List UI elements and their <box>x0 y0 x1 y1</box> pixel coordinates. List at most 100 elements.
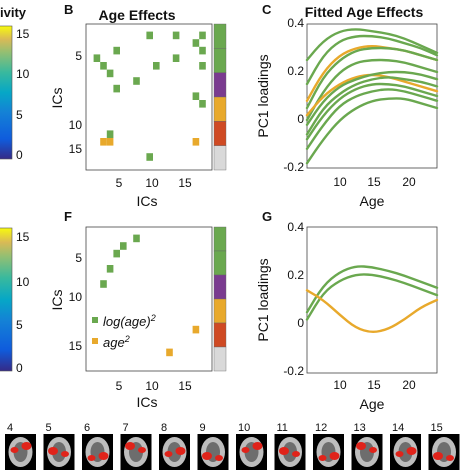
activation-blob <box>446 455 454 461</box>
y-tick: -0.2 <box>283 364 304 378</box>
heatmap-cell-orange <box>100 138 107 146</box>
y-axis-label: PC1 loadings <box>255 54 271 137</box>
x-axis-label: ICs <box>137 193 158 209</box>
series-line-green <box>305 70 439 126</box>
x-tick: 5 <box>116 379 123 393</box>
activation-blob <box>125 442 135 450</box>
heatmap-cell-orange <box>166 348 173 357</box>
activation-blob <box>61 451 69 457</box>
colorbar-tick: 15 <box>16 230 30 244</box>
y-tick: 5 <box>75 251 82 265</box>
colorbar-tick: 0 <box>16 148 23 162</box>
activation-blob <box>21 442 32 450</box>
brain-label: 7 <box>123 422 129 434</box>
colorbar-tick: 0 <box>16 361 23 375</box>
x-axis-label: Age <box>360 193 385 209</box>
brain-slice-inner <box>398 442 413 462</box>
y-tick: 15 <box>69 339 83 353</box>
heatmap-cell-green <box>133 234 140 243</box>
activation-blob <box>279 447 289 455</box>
x-axis-label: Age <box>360 396 385 412</box>
panel-title: Fitted Age Effects <box>305 4 424 20</box>
brain-label: 6 <box>84 422 90 434</box>
legend: log(age)2 age2 <box>92 313 156 350</box>
activation-blob <box>98 452 109 460</box>
series-line-green <box>305 88 439 150</box>
colorbar-tick: 10 <box>16 275 30 289</box>
x-tick: 10 <box>145 379 159 393</box>
activation-blob <box>356 442 366 450</box>
side-bar-segment-red <box>213 121 227 146</box>
x-tick: 15 <box>178 379 192 393</box>
x-tick: 10 <box>145 176 159 190</box>
heatmap-cell-green <box>172 31 180 40</box>
heatmap-cell-green <box>146 31 153 40</box>
activation-blob <box>406 447 417 455</box>
y-tick: 10 <box>69 290 83 304</box>
activation-blob <box>369 447 377 453</box>
legend-label-age: age2 <box>103 334 130 350</box>
brain-label: 5 <box>46 422 52 434</box>
side-bar-segment-purple <box>213 72 227 98</box>
legend-marker-orange <box>92 338 98 344</box>
activation-blob <box>10 447 19 453</box>
series-line-green <box>305 76 439 136</box>
activation-blob <box>215 455 223 461</box>
activation-blob <box>175 447 186 455</box>
brain-label: 15 <box>431 422 443 434</box>
x-tick: 10 <box>333 378 347 392</box>
side-bar-segment-orange <box>213 96 227 122</box>
x-tick: 20 <box>402 175 416 189</box>
heatmap-cell-green <box>113 249 120 258</box>
series-line-green <box>305 265 439 314</box>
plot-frame <box>85 23 213 171</box>
colorbar-label: ivity <box>0 5 27 20</box>
brain-label: 13 <box>354 422 366 434</box>
colorbar-tick: 5 <box>16 108 23 122</box>
side-bar-segment-green <box>213 226 227 252</box>
heatmap-cells <box>100 234 200 357</box>
brain-slice-inner <box>167 442 182 462</box>
heatmap-cell-orange <box>106 138 114 146</box>
y-tick: 10 <box>69 118 83 132</box>
heatmap-cell-green <box>199 100 206 108</box>
brain-label: 12 <box>315 422 327 434</box>
series-line-green <box>305 82 439 141</box>
series-line-green <box>305 34 439 86</box>
side-bar-segment-green <box>213 48 227 73</box>
brain-slice-inner <box>283 442 297 462</box>
y-tick: 0 <box>297 316 304 330</box>
brain-label: 4 <box>7 422 13 434</box>
panel-title: Age Effects <box>98 7 175 23</box>
panel-g: G 0.4 0.2 0 -0.2 10 15 20 Age PC1 loadin… <box>255 209 439 412</box>
x-tick: 10 <box>333 175 347 189</box>
side-color-bar <box>213 23 227 171</box>
brain-label: 11 <box>277 422 288 434</box>
x-tick: 15 <box>367 175 381 189</box>
heatmap-cell-green <box>133 77 140 85</box>
heatmap-cells <box>93 31 206 161</box>
activation-blob <box>292 451 300 457</box>
heatmap-cell-green <box>106 265 114 273</box>
side-bar-segment-red <box>213 322 227 348</box>
series-line-green <box>305 28 439 62</box>
panel-f: F log(age)2 age2 5 10 15 ICs 5 10 15 ICs <box>49 209 227 410</box>
activation-blob <box>48 447 58 455</box>
panel-c: C Fitted Age Effects 0.4 0.2 0 -0.2 10 1… <box>255 2 439 209</box>
y-tick: 5 <box>75 49 82 63</box>
heatmap-cell-green <box>172 54 180 62</box>
y-tick: 0 <box>297 112 304 126</box>
panel-letter: C <box>262 2 272 17</box>
heatmap-cell-green <box>192 92 200 100</box>
heatmap-cell-green <box>153 62 160 70</box>
y-tick: 0.4 <box>287 220 304 234</box>
heatmap-cell-green <box>146 153 153 161</box>
line-series <box>305 265 439 334</box>
heatmap-cell-orange <box>192 138 200 146</box>
activation-blob <box>318 455 327 461</box>
heatmap-cell-green <box>199 62 206 70</box>
heatmap-cell-green <box>106 130 114 138</box>
brain-slice-inner <box>52 442 66 462</box>
x-tick: 15 <box>367 378 381 392</box>
x-tick: 5 <box>116 176 123 190</box>
